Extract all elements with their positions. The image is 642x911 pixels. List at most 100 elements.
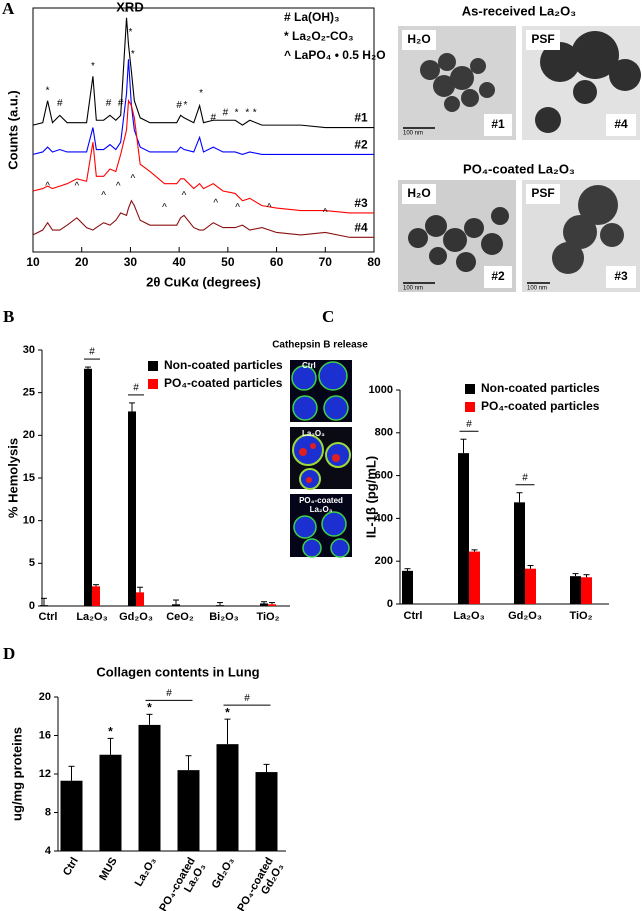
legend-label: PO₄-coated particles [164,376,283,390]
peak-label: ^ [323,208,328,219]
peak-label: # [118,98,124,109]
particle [491,207,509,225]
y-tick-label: 20 [23,429,35,441]
peak-label: ^ [116,181,121,192]
peak-label: * [91,61,95,72]
particles [535,31,641,133]
tem-tag: #1 [491,117,505,131]
legend-label: Non-coated particles [481,381,600,395]
chart-title: Collagen contents in Lung [96,664,259,679]
peak-label: * [199,88,203,99]
peak-label: * [235,108,239,119]
x-tick-label: Ctrl [39,611,58,623]
particle [433,75,455,97]
significance-label: # [522,472,528,483]
particle [578,185,618,225]
legend-swatch [148,361,158,371]
peak-label: ^ [74,181,79,192]
scale-text: 100 nm [403,286,423,292]
peak-label: # [57,98,63,109]
tem-heading: As-received La₂O₃ [462,3,576,18]
y-tick-label: 0 [387,598,393,610]
peak-label: * [46,86,50,97]
y-tick-label: 15 [23,472,35,484]
significance-label: # [166,688,172,699]
peak-label: * [184,100,188,111]
particle [540,42,580,82]
peak-label: # [210,112,216,123]
bar [514,502,525,604]
particle [609,59,641,91]
y-tick-label: 25 [23,387,35,399]
peak-label: # [223,108,229,119]
marker-key: * La₂O₂-CO₃ [284,29,354,43]
bar [469,551,480,604]
y-tick-label: 12 [39,768,51,780]
y-tick-label: 200 [375,555,393,567]
label-box [402,30,436,50]
significance-star: * [108,725,113,739]
particle [444,96,460,112]
x-tick-label: La₂O₃ [76,611,107,623]
image-label-box: PO₄-coated La₂O₃ [299,496,343,514]
label-box [402,184,436,204]
particle [479,82,495,98]
bar [216,605,224,606]
legend-swatch [465,384,475,394]
legend-swatch [148,379,158,389]
peak-label: ^ [101,191,106,202]
bar [84,368,92,606]
tem-image: H₂O #2 100 nm [398,180,516,292]
y-tick-label: 1000 [369,384,393,396]
particle [552,242,584,274]
y-tick-label: 8 [45,806,51,818]
bar [40,605,48,606]
label-box [526,184,560,204]
x-axis-label: 2θ CuKα (degrees) [146,274,261,289]
significance-label: # [133,383,139,394]
peak-label: ^ [162,203,167,214]
cells [292,434,351,490]
y-tick-label: 30 [23,344,35,356]
xrd-trace [32,98,374,214]
spot [306,477,312,483]
y-axis-label: Counts (a.u.) [5,90,20,169]
bar [260,603,268,606]
particles [408,207,509,272]
trace-label: #4 [354,221,368,235]
bar [216,744,239,851]
peak-label: * [125,8,129,19]
cathepsin-title: Cathepsin B release [272,340,368,351]
particle [481,233,503,255]
x-tick-label: La₂O₃ [453,610,484,622]
xrd-trace [32,199,374,238]
tem-solvent: H₂O [407,32,430,46]
image-label: La₂O₃ [302,429,325,438]
x-tick-label: 80 [367,255,381,269]
scale-text: 100 nm [403,131,423,137]
plot-frame [32,7,375,253]
x-tick-label: Bi₂O₃ [209,611,239,623]
particle [443,228,467,252]
label-box [526,30,560,50]
y-axis-label: ug/mg proteins [9,727,24,821]
significance-label: # [89,347,95,358]
bar [99,754,122,851]
particle [470,58,486,74]
particle [563,215,597,249]
y-tick-label: 600 [375,470,393,482]
label-box [606,266,636,288]
particle [461,89,479,107]
cells [293,511,350,558]
peak-label: # [106,98,112,109]
peak-label: ^ [45,181,50,192]
bar [128,411,136,606]
xrd-trace [32,17,374,129]
bar [177,770,200,851]
particle [420,60,440,80]
trace-label: #2 [354,138,368,152]
fluorescence-image: PO₄-coated La₂O₃ [290,494,352,558]
legend-label: Non-coated particles [164,358,283,372]
panel-letter: A [2,0,15,18]
